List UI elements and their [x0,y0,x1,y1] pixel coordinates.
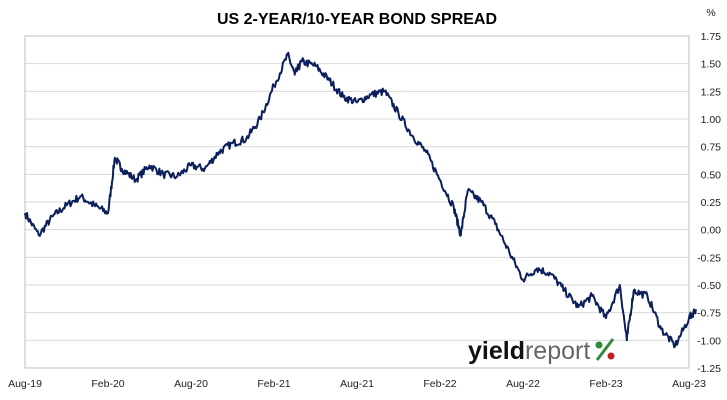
y-tick-label: -0.75 [697,308,721,320]
y-tick-label: -0.25 [697,252,721,264]
y-tick-label: -1.00 [697,335,721,347]
chart-title: US 2-YEAR/10-YEAR BOND SPREAD [217,11,497,28]
y-tick-label: 0.75 [701,142,722,154]
x-tick-label: Aug-20 [174,378,208,390]
yieldreport-logo: yieldreport [468,337,615,365]
y-tick-label: 1.25 [701,86,722,98]
y-tick-label: 1.75 [701,31,722,43]
y-tick-label: 1.00 [701,114,722,126]
x-tick-label: Aug-19 [8,378,42,390]
y-tick-label: 1.50 [701,59,722,71]
x-tick-label: Feb-20 [91,378,124,390]
x-tick-label: Aug-23 [672,378,706,390]
y-tick-label: 0.50 [701,169,722,181]
plot-area [24,35,690,369]
series-line-spread [24,51,697,349]
y-tick-label: 0.00 [701,225,722,237]
percent-logo-icon [595,338,615,361]
y-axis-unit-label: % [706,7,715,19]
y-tick-label: 0.25 [701,197,722,209]
x-tick-label: Feb-23 [589,378,622,390]
x-tick-label: Aug-22 [506,378,540,390]
svg-text:yieldreport: yieldreport [468,337,590,365]
y-tick-label: -1.25 [697,363,721,375]
logo-text-report: report [525,337,590,365]
x-axis-ticks: Aug-19 Feb-20 Aug-20 Feb-21 Aug-21 Feb-22 Aug-… [8,378,706,390]
y-tick-label: -0.50 [697,280,721,292]
grid [25,35,689,369]
x-tick-label: Feb-21 [257,378,290,390]
x-tick-label: Aug-21 [340,378,374,390]
y-axis-ticks: 1.75 1.50 1.25 1.00 0.75 0.50 0.25 0.00 -0.25 -0.… [697,31,721,375]
logo-text-yield: yield [468,337,525,365]
x-tick-label: Feb-22 [423,378,456,390]
